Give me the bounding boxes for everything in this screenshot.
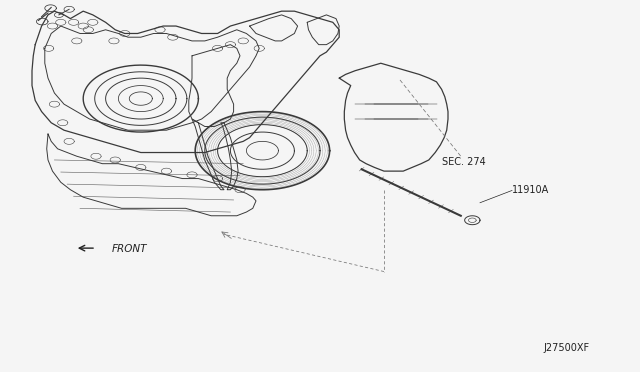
Text: 11910A: 11910A <box>512 185 549 195</box>
Text: J27500XF: J27500XF <box>543 343 589 353</box>
Text: SEC. 274: SEC. 274 <box>442 157 485 167</box>
Text: FRONT: FRONT <box>112 244 147 254</box>
